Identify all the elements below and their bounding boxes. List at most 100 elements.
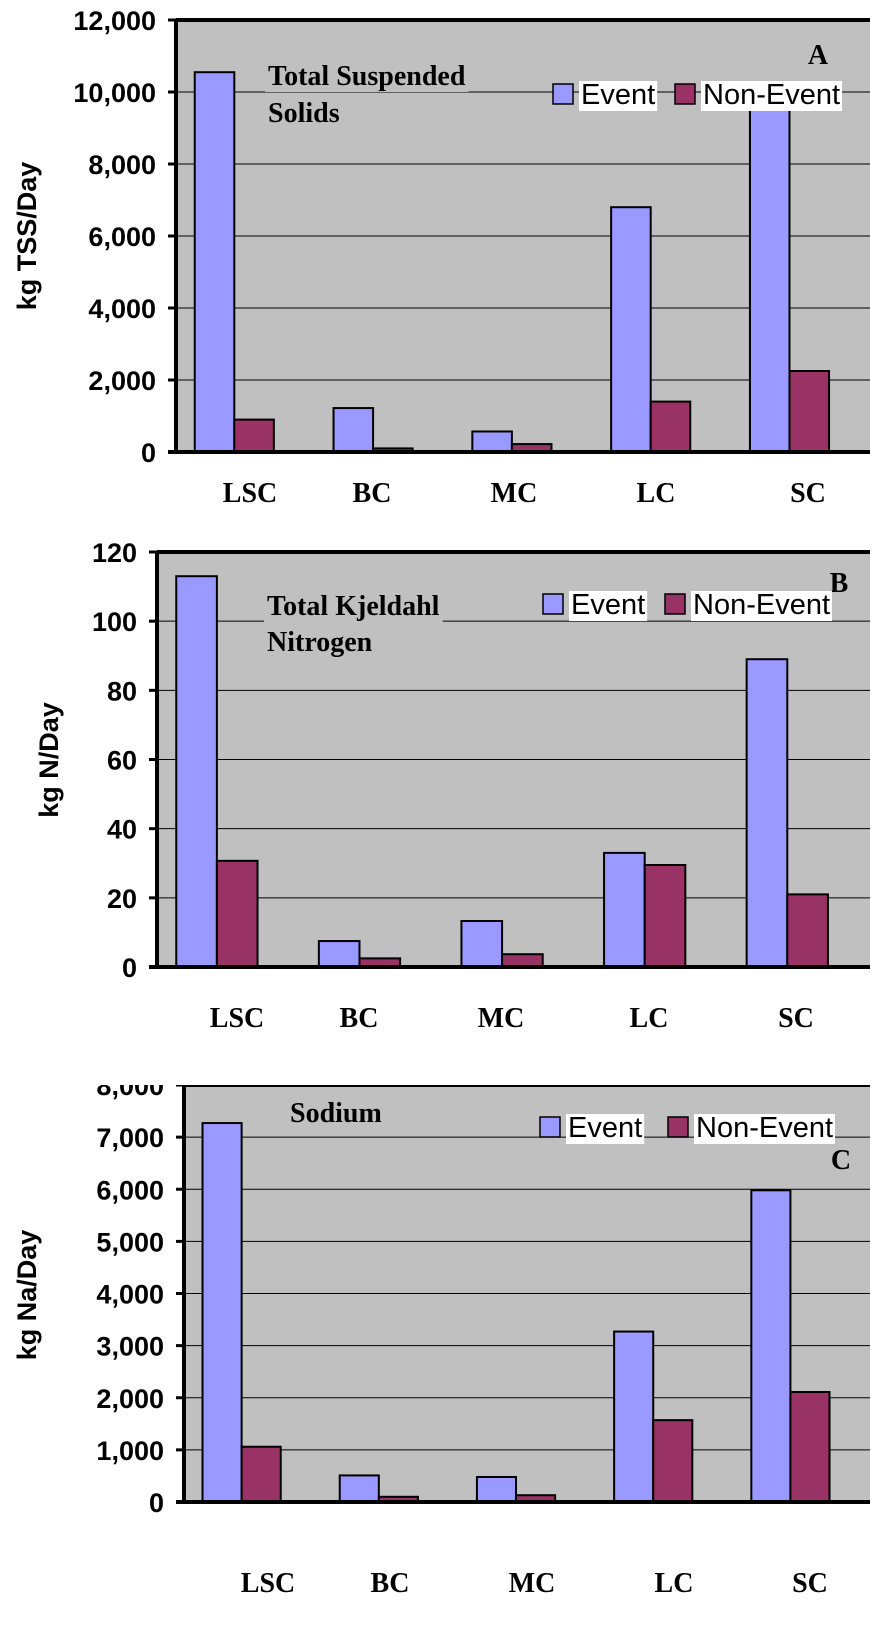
bar-event-bc [317,940,361,968]
chart-title-line: Solids [268,98,340,129]
bar-event-lsc [193,71,236,453]
y-tick-label: 5,000 [96,1227,164,1257]
y-axis-label: kg N/Day [34,702,64,818]
legend-swatch-non-event [674,83,696,105]
panel-letter: A [808,40,829,71]
legend-label-backdrop [579,81,658,111]
category-label-mc: MC [478,1003,525,1034]
bar-event-sc [750,1189,792,1503]
chart-title-line: Nitrogen [267,627,373,658]
chart-a: 0 2,000 4,000 6,000 8,000 10,000 12,000 LSC BC MC… [12,6,870,509]
y-tick-label: 20 [107,884,137,914]
bar-non-event-sc [786,893,829,968]
y-tick-label: 0 [149,1488,164,1518]
title-backdrop [264,593,443,622]
bar-non-event-lc [649,400,692,454]
legend-swatch-event [542,593,564,615]
panel-letter: B [830,568,849,599]
bar-event-mc [460,920,504,969]
panel-letter: C [831,1145,851,1176]
legend-label-event: Event [581,79,655,111]
legend-swatch-event [539,1116,561,1138]
legend-label-non-event: Non-Event [703,79,840,111]
bar-event-sc [745,658,789,968]
category-label-lsc: LSC [241,1568,295,1599]
bar-non-event-lsc [240,1445,282,1503]
chart-b: 0 20 40 60 80 100 120 LSC BC MC LC SC kg N/Day Total … [34,540,870,1034]
y-tick-label: 8,000 [96,1085,164,1101]
chart-title-line: Total Kjeldahl [267,591,440,622]
bar-event-lc [603,851,646,968]
legend: Event Non-Event [539,1112,836,1144]
legend-swatch-non-event [664,593,686,615]
category-label-lc: LC [637,478,676,509]
bar-event-mc [471,430,513,454]
y-axis-label: kg Na/Day [12,1230,42,1361]
y-tick-label: 0 [141,438,156,468]
category-label-bc: BC [353,478,392,509]
y-tick-label: 2,000 [96,1384,164,1414]
category-label-sc: SC [790,478,826,509]
y-tick-label: 80 [107,676,137,706]
chart-title-line: Total Suspended [268,61,466,92]
bar-event-bc [332,407,375,453]
y-tick-label: 40 [107,815,137,845]
y-tick-label: 6,000 [96,1175,164,1205]
y-tick-label: 10,000 [73,78,156,108]
category-label-bc: BC [340,1003,379,1034]
bar-non-event-sc [789,1391,831,1503]
legend-label-backdrop [694,1114,836,1144]
legend-label-event: Event [571,589,645,621]
y-tick-label: 100 [92,607,137,637]
y-tick-label: 1,000 [96,1436,164,1466]
legend-label-backdrop [566,1114,645,1144]
category-label-sc: SC [778,1003,814,1034]
bar-non-event-lc [643,863,687,968]
bar-event-lc [610,206,652,453]
bar-event-lsc [175,575,218,968]
y-tick-label: 6,000 [88,222,156,252]
legend-label-non-event: Non-Event [693,589,830,621]
bar-non-event-sc [788,370,831,453]
y-axis-label: kg TSS/Day [12,162,42,311]
y-tick-label: 3,000 [96,1332,164,1362]
category-label-lsc: LSC [210,1003,264,1034]
category-label-lsc: LSC [223,478,277,509]
bar-non-event-lsc [233,418,275,454]
category-label-lc: LC [655,1568,694,1599]
bar-non-event-lc [652,1419,694,1504]
y-tick-label: 12,000 [73,6,156,36]
category-label-sc: SC [792,1568,828,1599]
bar-event-lsc [201,1122,243,1504]
bar-event-lc [613,1330,655,1503]
y-tick-label: 4,000 [96,1280,164,1310]
y-tick-label: 4,000 [88,294,156,324]
title-backdrop [264,629,376,658]
legend-label-non-event: Non-Event [696,1112,833,1144]
bar-non-event-lsc [215,859,259,968]
legend-label-event: Event [568,1112,642,1144]
chart-c: 0 1,000 2,000 3,000 4,000 5,000 6,000 7,000 8,00… [12,1085,870,1599]
legend: Event Non-Event [552,79,843,111]
chart-title-line: Sodium [290,1098,382,1129]
title-backdrop [265,100,343,129]
category-label-mc: MC [491,478,538,509]
legend-swatch-event [552,83,574,105]
legend-label-backdrop [691,591,833,621]
y-tick-label: 120 [92,540,137,568]
bar-event-mc [475,1475,518,1504]
bar-event-sc [748,109,791,453]
y-tick-label: 60 [107,746,137,776]
y-tick-label: 2,000 [88,366,156,396]
title-backdrop [265,63,469,92]
title-backdrop [287,1100,385,1129]
legend-label-backdrop [569,591,648,621]
legend: Event Non-Event [542,589,833,621]
category-label-mc: MC [509,1568,556,1599]
legend-label-backdrop [701,81,843,111]
legend-swatch-non-event [667,1116,689,1138]
y-tick-label: 7,000 [96,1123,164,1153]
category-label-bc: BC [371,1568,410,1599]
category-label-lc: LC [630,1003,669,1034]
y-tick-label: 0 [122,953,137,983]
